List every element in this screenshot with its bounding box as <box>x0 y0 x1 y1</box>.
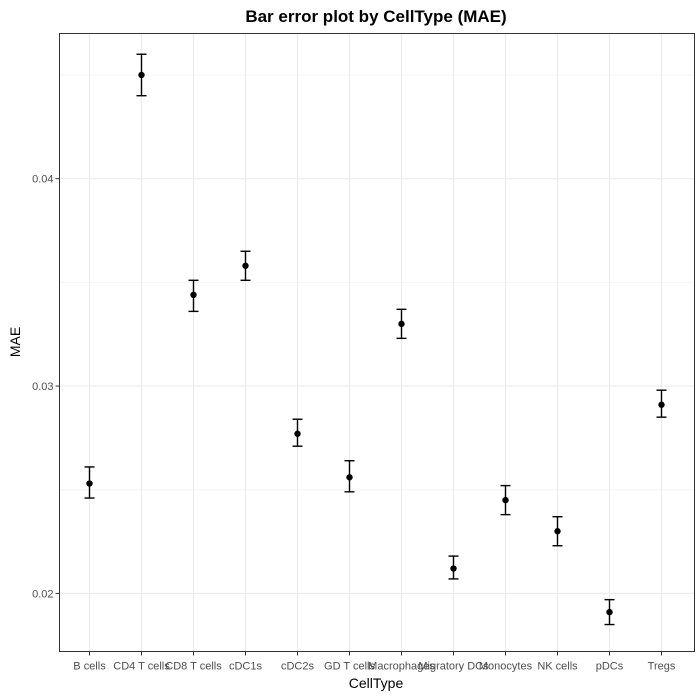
data-point <box>294 430 301 437</box>
x-tick-label: Tregs <box>648 661 676 673</box>
data-point <box>190 291 197 299</box>
x-tick-label: Monocytes <box>479 661 533 673</box>
x-tick-label: Migratory DCs <box>418 661 489 673</box>
panel-border <box>59 33 695 652</box>
data-marks <box>84 53 667 626</box>
data-point <box>658 401 665 408</box>
y-tick-label: 0.04 <box>32 174 53 186</box>
x-tick-label: B cells <box>73 661 106 673</box>
x-tick-label: NK cells <box>537 661 578 673</box>
y-axis-title: MAE <box>7 327 23 357</box>
y-tick-label: 0.03 <box>32 381 53 393</box>
data-point <box>398 320 405 328</box>
x-tick-label: Macrophages <box>368 661 435 673</box>
data-point <box>242 262 249 269</box>
data-point <box>554 528 561 535</box>
x-tick-label: cDC1s <box>229 661 263 673</box>
y-tick-label: 0.02 <box>32 588 53 600</box>
x-tick-label: CD4 T cells <box>113 661 170 673</box>
y-axis: 0.02 0.03 0.04 <box>32 174 60 600</box>
data-point <box>502 496 509 504</box>
data-point <box>450 565 457 572</box>
x-tick-label: pDCs <box>596 661 624 673</box>
x-tick-label: GD T cells <box>324 661 375 673</box>
x-axis-title: CellType <box>349 675 404 691</box>
x-tick-label: CD8 T cells <box>165 661 222 673</box>
chart-title: Bar error plot by CellType (MAE) <box>245 7 506 26</box>
data-point <box>606 608 613 616</box>
x-tick-label: cDC2s <box>281 661 315 673</box>
data-point <box>138 71 145 79</box>
data-point <box>86 480 93 487</box>
data-point <box>346 474 353 481</box>
grid <box>59 33 695 652</box>
